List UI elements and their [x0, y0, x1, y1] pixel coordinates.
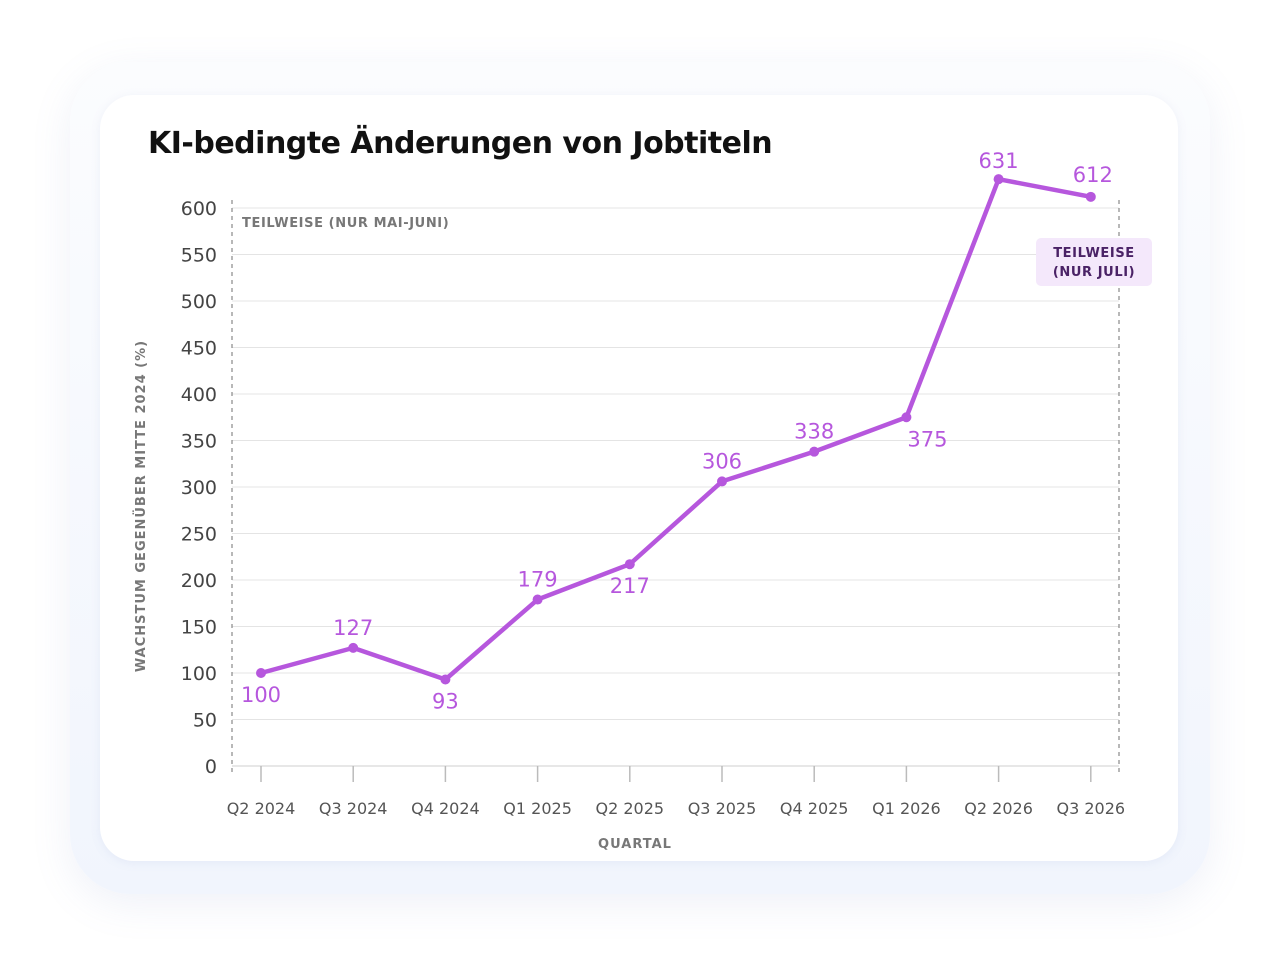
y-tick-label: 250 [181, 524, 217, 546]
x-tick-label: Q3 2024 [319, 799, 388, 818]
x-tick-label: Q4 2025 [780, 799, 849, 818]
y-tick-label: 50 [193, 710, 217, 732]
x-axis-ticks: Q2 2024 Q3 2024 Q4 2024 Q1 2025 Q2 2025 Q3 20… [227, 766, 1125, 818]
x-tick-label: Q2 2024 [227, 799, 296, 818]
data-label: 375 [907, 427, 947, 451]
y-tick-label: 200 [181, 570, 217, 592]
partial-end-note-line1: TEILWEISE [1053, 246, 1135, 261]
data-label: 217 [610, 574, 650, 598]
x-tick-label: Q4 2024 [411, 799, 480, 818]
y-tick-label: 350 [181, 431, 217, 453]
y-axis-ticks: 0 50 100 150 200 250 300 350 400 450 500 550 600 [181, 198, 217, 778]
data-label: 93 [432, 690, 459, 714]
y-tick-label: 100 [181, 663, 217, 685]
data-point [809, 446, 820, 457]
data-label: 338 [794, 420, 834, 444]
x-tick-label: Q2 2026 [964, 799, 1033, 818]
partial-end-note-box [1036, 238, 1152, 286]
partial-start-note: TEILWEISE (NUR MAI-JUNI) [242, 216, 449, 231]
data-point [256, 668, 266, 678]
series-line [258, 176, 1094, 682]
y-tick-label: 500 [181, 291, 217, 313]
data-point [993, 174, 1004, 185]
x-tick-label: Q3 2025 [688, 799, 757, 818]
chart-title: KI-bedingte Änderungen von Jobtiteln [148, 126, 773, 161]
data-label: 179 [518, 568, 558, 592]
y-tick-label: 400 [181, 384, 217, 406]
y-tick-label: 300 [181, 477, 217, 499]
data-point [348, 642, 359, 653]
x-tick-label: Q2 2025 [596, 799, 665, 818]
y-tick-label: 450 [181, 338, 217, 360]
data-point [1085, 191, 1096, 202]
data-label: 100 [241, 683, 281, 707]
data-label: 631 [979, 149, 1019, 173]
data-labels: 100 127 93 179 217 306 338 375 631 612 [241, 149, 1113, 713]
data-point [624, 559, 635, 570]
gridlines [232, 207, 1119, 767]
x-tick-label: Q1 2025 [503, 799, 572, 818]
y-tick-label: 550 [181, 245, 217, 267]
x-tick-label: Q3 2026 [1057, 799, 1126, 818]
data-label: 306 [702, 449, 742, 473]
data-point [532, 594, 543, 605]
data-point [440, 674, 451, 685]
y-tick-label: 0 [205, 756, 217, 778]
x-tick-label: Q1 2026 [872, 799, 941, 818]
y-axis-title: WACHSTUM GEGENÜBER MITTE 2024 (%) [133, 340, 149, 672]
chart-card [100, 95, 1178, 861]
partial-end-note-line2: (NUR JULI) [1053, 265, 1135, 280]
y-tick-label: 150 [181, 617, 217, 639]
data-points [256, 174, 1096, 685]
data-point [717, 476, 727, 487]
x-axis-title: QUARTAL [598, 837, 672, 852]
y-tick-label: 600 [181, 198, 217, 220]
data-point [901, 412, 912, 423]
data-label: 127 [333, 616, 373, 640]
data-label: 612 [1073, 163, 1113, 187]
